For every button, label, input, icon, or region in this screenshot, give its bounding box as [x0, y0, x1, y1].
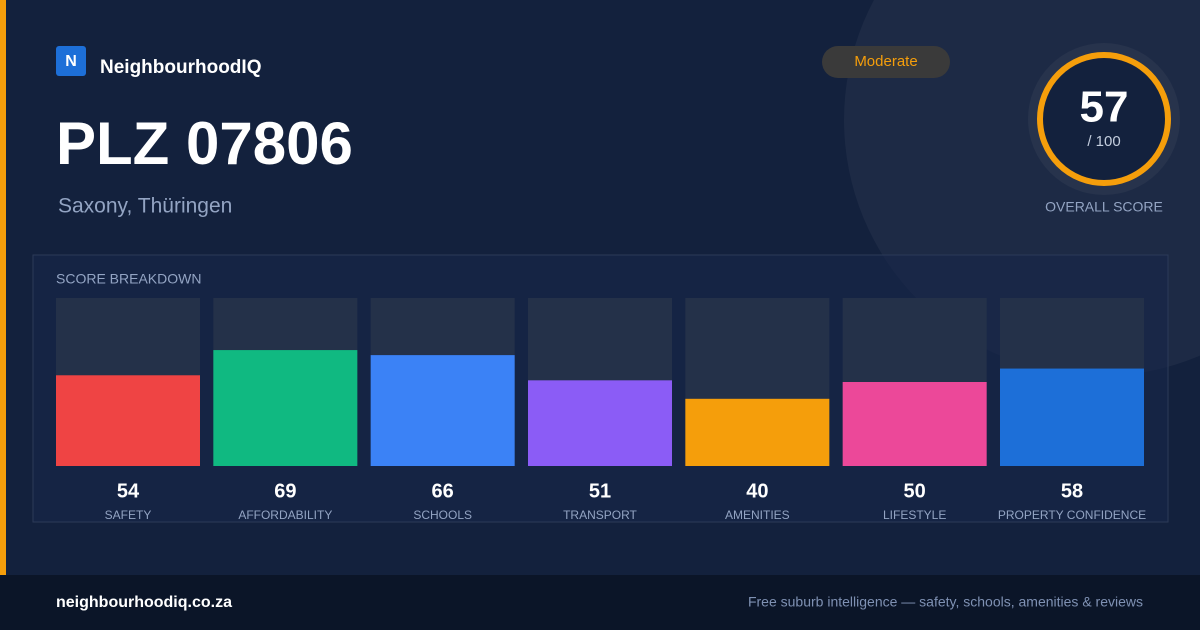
- badge-text: Moderate: [854, 53, 917, 70]
- footer-site: neighbourhoodiq.co.za: [56, 594, 232, 611]
- score-value: 57: [1080, 83, 1129, 132]
- title: PLZ 07806: [56, 110, 353, 177]
- bar-label: LIFESTYLE: [883, 508, 946, 522]
- score-caption: OVERALL SCORE: [1045, 199, 1163, 215]
- bar: [842, 382, 987, 466]
- bar-value: 66: [432, 480, 454, 502]
- bar-label: PROPERTY CONFIDENCE: [998, 508, 1146, 522]
- bar-label: AFFORDABILITY: [238, 508, 332, 522]
- accent-stripe: [0, 0, 6, 575]
- bar: [56, 375, 200, 466]
- score-out-of: / 100: [1087, 133, 1120, 150]
- breakdown-title: SCORE BREAKDOWN: [56, 271, 201, 287]
- score-ring: [1037, 52, 1171, 186]
- bar-value: 51: [589, 480, 611, 502]
- bar: [370, 355, 515, 466]
- bar-value: 50: [904, 480, 926, 502]
- subtitle: Saxony, Thüringen: [58, 195, 232, 218]
- logo-box: [56, 46, 86, 76]
- bar-value: 58: [1061, 480, 1083, 502]
- bar-label: SAFETY: [105, 508, 152, 522]
- bar-value: 54: [117, 480, 140, 502]
- bar-value: 69: [274, 480, 296, 502]
- brand: NeighbourhoodIQ: [100, 57, 261, 78]
- bar: [528, 380, 672, 466]
- badge: [822, 46, 950, 78]
- bar: [685, 398, 830, 466]
- bar-label: SCHOOLS: [413, 508, 472, 522]
- bar-value: 40: [746, 480, 768, 502]
- footer-tagline: Free suburb intelligence — safety, schoo…: [748, 594, 1143, 610]
- bar: [213, 350, 358, 466]
- footer: [0, 575, 1200, 630]
- bar: [1000, 368, 1144, 466]
- logo-letter: N: [65, 53, 77, 70]
- bar-label: AMENITIES: [725, 508, 790, 522]
- bar-label: TRANSPORT: [563, 508, 637, 522]
